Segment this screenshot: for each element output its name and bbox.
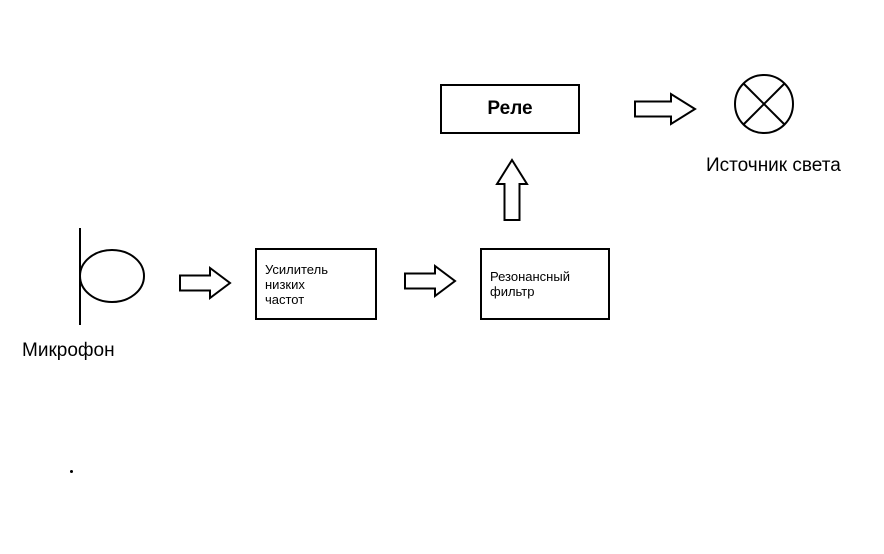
relay-label: Реле xyxy=(450,98,570,120)
arrow-amp-to-filter-icon xyxy=(405,266,455,296)
dot-mark xyxy=(70,470,73,473)
relay-box: Реле xyxy=(440,84,580,134)
arrow-filter-to-relay-icon xyxy=(497,160,527,220)
diagram-stage: Реле Усилитель низких частот Резонансный… xyxy=(0,0,884,554)
microphone-label: Микрофон xyxy=(22,340,115,362)
filter-box: Резонансный фильтр xyxy=(480,248,610,320)
filter-label: Резонансный фильтр xyxy=(490,269,600,299)
arrow-relay-to-lamp-icon xyxy=(635,94,695,124)
microphone-icon xyxy=(76,224,148,329)
light-source-label: Источник света xyxy=(706,155,841,177)
lamp-icon xyxy=(729,69,799,139)
amplifier-label: Усилитель низких частот xyxy=(265,262,367,307)
arrow-mic-to-amp-icon xyxy=(180,268,230,298)
amplifier-box: Усилитель низких частот xyxy=(255,248,377,320)
